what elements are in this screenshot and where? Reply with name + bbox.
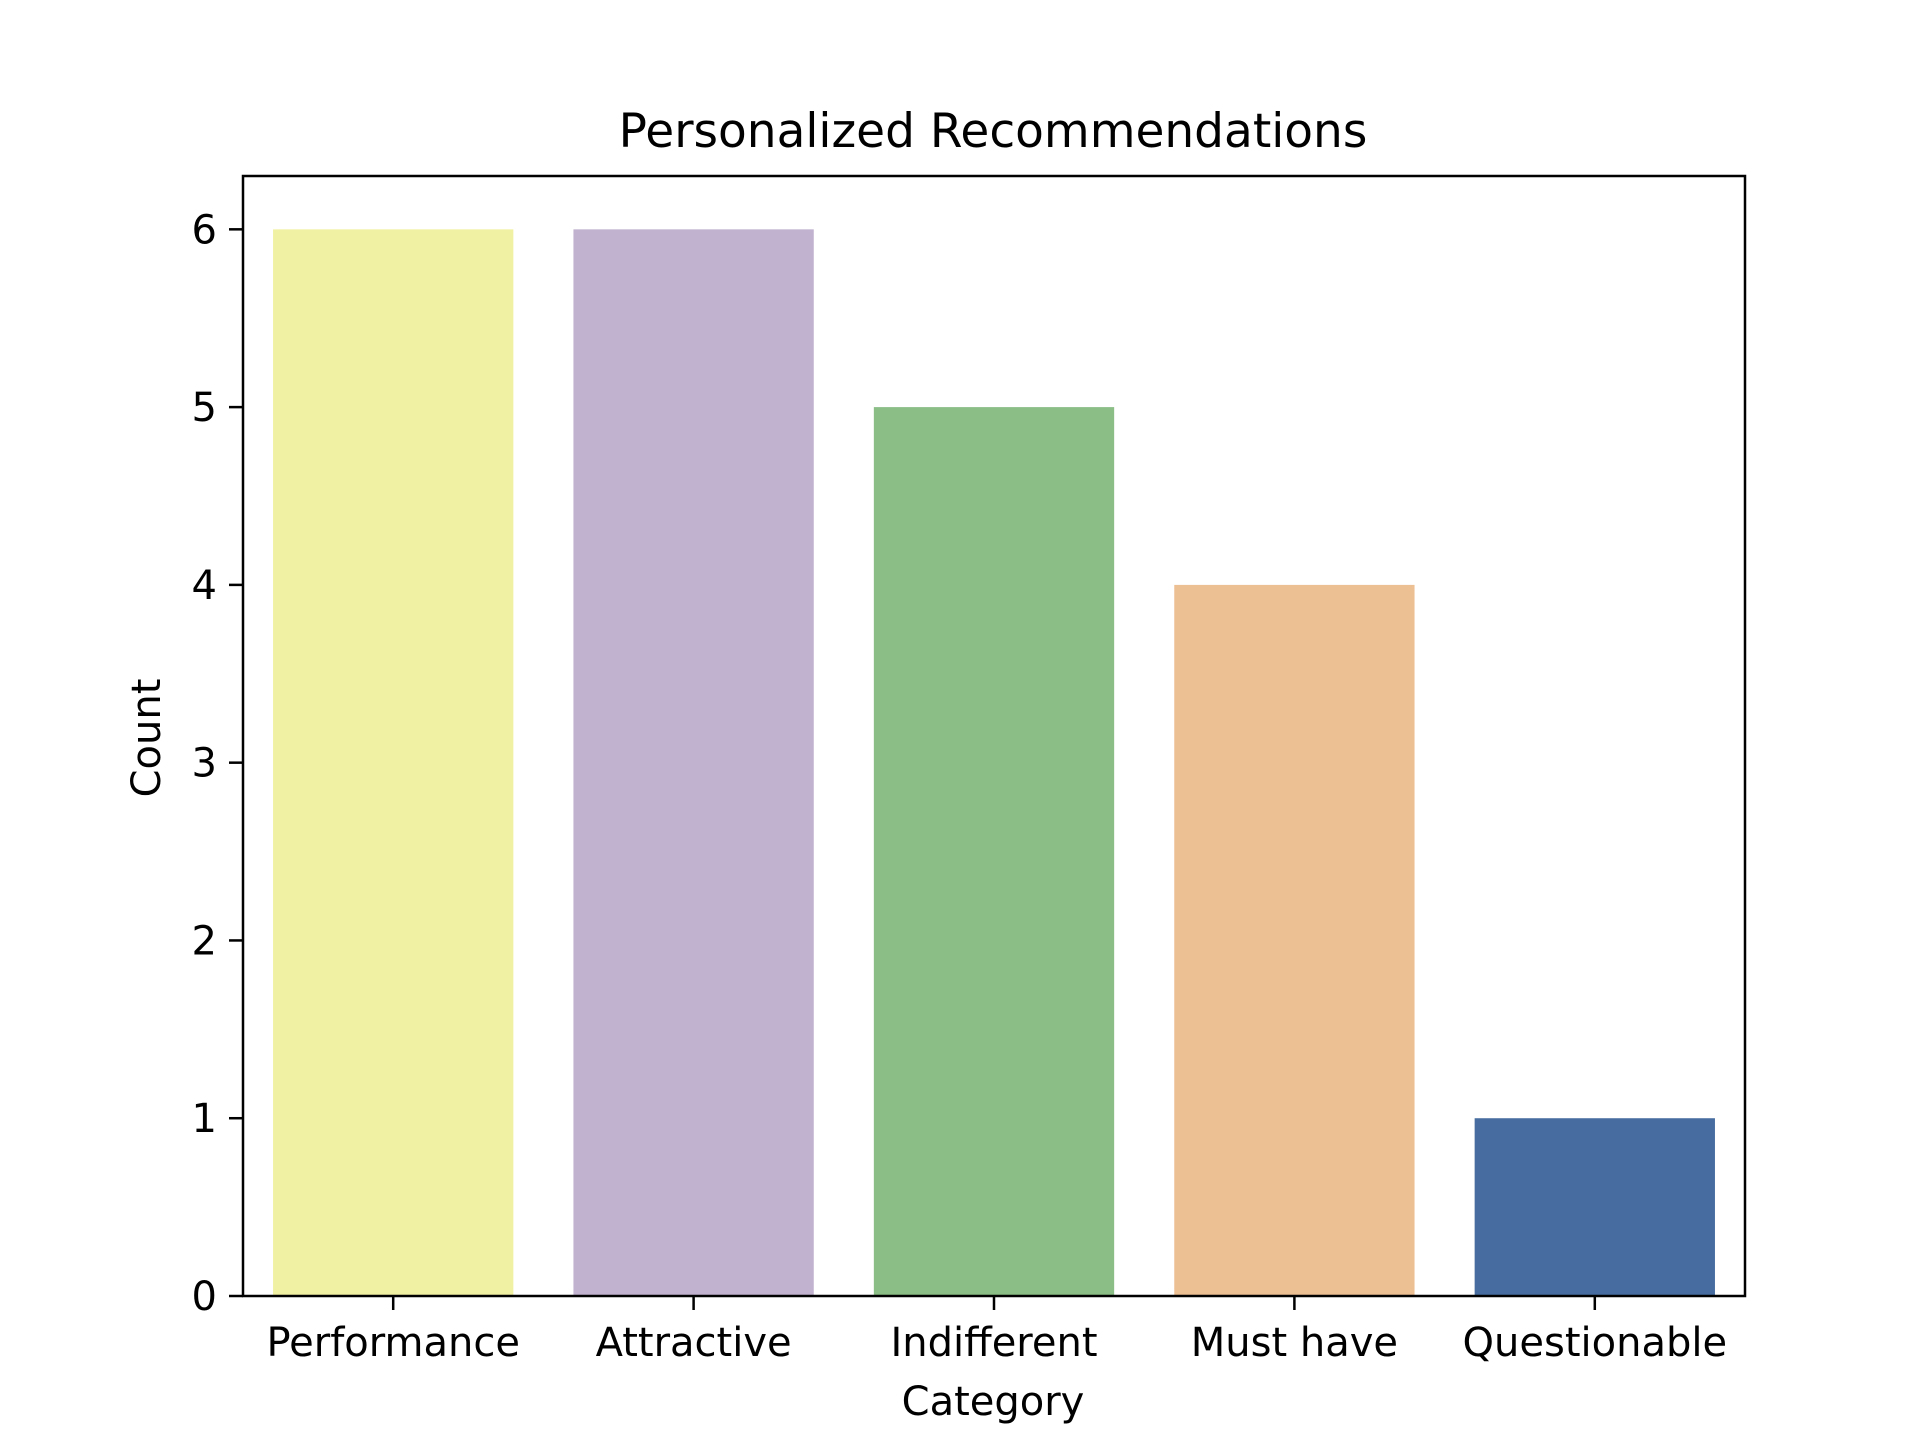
y-tick-label: 5: [192, 385, 217, 431]
y-axis: 0 1 2 3 4 5 6: [192, 207, 243, 1320]
bar-questionable: [1474, 1118, 1715, 1296]
chart-title: Personalized Recommendations: [619, 104, 1368, 159]
y-tick-label: 3: [192, 741, 217, 787]
y-tick-label: 0: [192, 1274, 217, 1320]
bar-indifferent: [873, 407, 1115, 1297]
y-tick-label: 1: [192, 1096, 217, 1142]
y-tick-label: 6: [192, 207, 217, 253]
bars-group: [273, 229, 1715, 1297]
bar-performance: [273, 229, 514, 1296]
x-tick-label: Questionable: [1463, 1320, 1728, 1366]
y-tick-label: 4: [192, 563, 217, 609]
y-tick-label: 2: [192, 918, 217, 964]
y-axis-label: Count: [124, 679, 170, 798]
bar-attractive: [573, 229, 814, 1296]
x-tick-label: Indifferent: [890, 1320, 1097, 1366]
x-tick-label: Performance: [266, 1320, 519, 1366]
x-axis-label: Category: [902, 1379, 1085, 1425]
bar-must-have: [1174, 584, 1415, 1296]
x-tick-label: Attractive: [596, 1320, 792, 1366]
x-axis: Performance Attractive Indifferent Must hav…: [266, 1296, 1727, 1366]
x-tick-label: Must have: [1191, 1320, 1398, 1366]
